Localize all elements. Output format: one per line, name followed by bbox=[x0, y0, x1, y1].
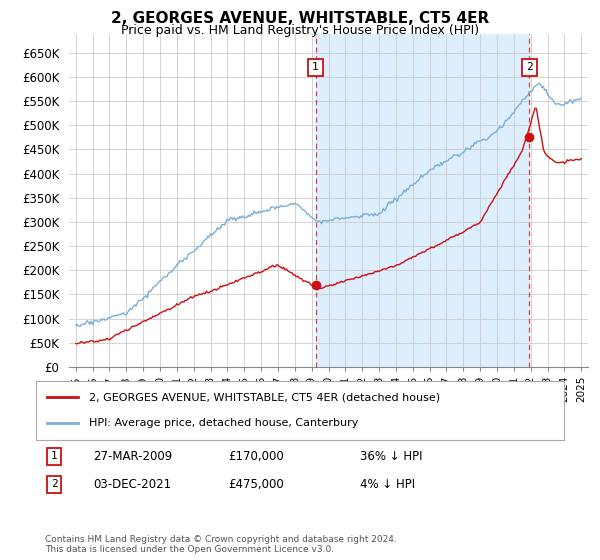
Text: 2: 2 bbox=[526, 62, 533, 72]
Text: 2, GEORGES AVENUE, WHITSTABLE, CT5 4ER: 2, GEORGES AVENUE, WHITSTABLE, CT5 4ER bbox=[111, 11, 489, 26]
Text: HPI: Average price, detached house, Canterbury: HPI: Average price, detached house, Cant… bbox=[89, 418, 358, 428]
Text: 2: 2 bbox=[50, 479, 58, 489]
Text: 1: 1 bbox=[312, 62, 319, 72]
Text: £475,000: £475,000 bbox=[228, 478, 284, 491]
Text: 36% ↓ HPI: 36% ↓ HPI bbox=[360, 450, 422, 463]
Text: 4% ↓ HPI: 4% ↓ HPI bbox=[360, 478, 415, 491]
Text: £170,000: £170,000 bbox=[228, 450, 284, 463]
Text: Price paid vs. HM Land Registry's House Price Index (HPI): Price paid vs. HM Land Registry's House … bbox=[121, 24, 479, 37]
Text: 03-DEC-2021: 03-DEC-2021 bbox=[93, 478, 171, 491]
Text: Contains HM Land Registry data © Crown copyright and database right 2024.
This d: Contains HM Land Registry data © Crown c… bbox=[45, 535, 397, 554]
Text: 27-MAR-2009: 27-MAR-2009 bbox=[93, 450, 172, 463]
Bar bbox=[316, 34, 529, 367]
Text: 1: 1 bbox=[50, 451, 58, 461]
Text: 2, GEORGES AVENUE, WHITSTABLE, CT5 4ER (detached house): 2, GEORGES AVENUE, WHITSTABLE, CT5 4ER (… bbox=[89, 392, 440, 402]
